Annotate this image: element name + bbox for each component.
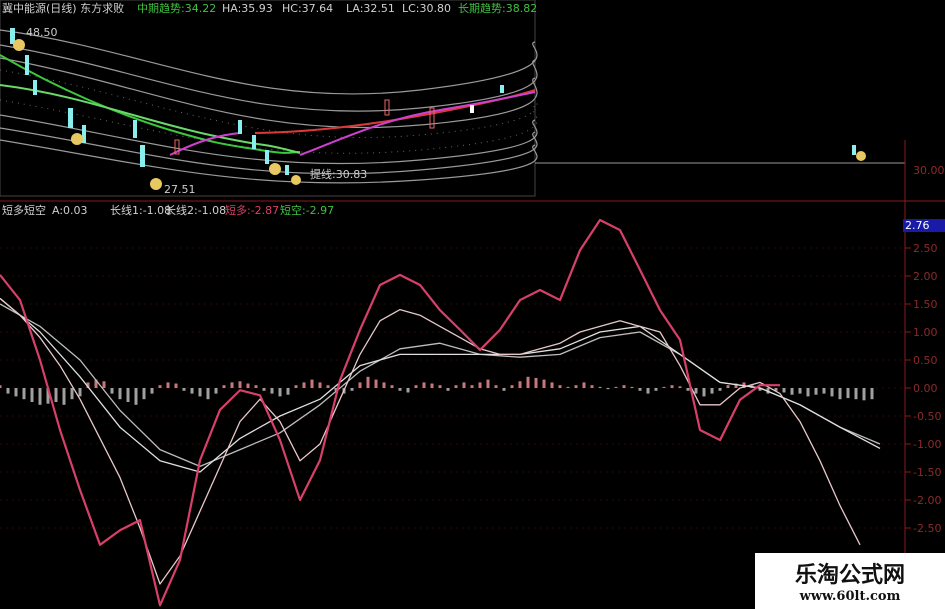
y-tick-label: -2.50 (913, 522, 941, 535)
mid-trend-line (0, 54, 301, 154)
series-line-短空 (0, 297, 861, 585)
green-trend-line (0, 84, 301, 154)
mid-trend-value: 中期趋势:34.22 (137, 2, 216, 15)
series-line-长线1 (0, 297, 881, 473)
price-bands (0, 29, 538, 184)
smiley-markers (13, 39, 866, 190)
ha-value: HA:35.93 (222, 2, 273, 15)
y-tick-label: -2.00 (913, 494, 941, 507)
candles (10, 28, 856, 175)
hc-value: HC:37.64 (282, 2, 333, 15)
y-tick-label: -1.50 (913, 466, 941, 479)
y-tick-label: 2.00 (913, 270, 938, 283)
indicator-a: A:0.03 (52, 204, 88, 217)
y-tick-label: 0.00 (913, 382, 938, 395)
indicator-long1: 长线1:-1.08 (110, 203, 171, 217)
indicator-lines (0, 218, 881, 607)
price-dotted-bands (0, 69, 538, 154)
magenta-trend-line (169, 91, 536, 156)
y-tick-label: 1.00 (913, 326, 938, 339)
price-high-label: 48.50 (26, 26, 58, 39)
la-value: LA:32.51 (346, 2, 395, 15)
y-tick-label: -1.00 (913, 438, 941, 451)
watermark-title: 乐淘公式网 (794, 562, 905, 588)
long-trend-value: 长期趋势:38.82 (458, 2, 537, 15)
lc-value: LC:30.80 (402, 2, 451, 15)
price-title: 冀中能源(日线) 东方求败 (2, 1, 124, 15)
series-line-短多 (0, 218, 780, 607)
price-axis-label: 30.00 (913, 164, 945, 177)
watermark: 乐淘公式网 www.60lt.com (755, 553, 945, 609)
current-value-box (903, 219, 945, 232)
indicator-long2: 长线2:-1.08 (165, 203, 226, 217)
watermark-url: www.60lt.com (799, 589, 901, 604)
y-tick-label: 0.50 (913, 354, 938, 367)
indicator-short-long: 短多:-2.87 (225, 203, 279, 217)
price-marker-label: 提线:30.83 (310, 167, 367, 181)
histogram (0, 376, 874, 405)
price-low-label: 27.51 (164, 183, 196, 196)
y-tick-label: -0.50 (913, 410, 941, 423)
indicator-name: 短多短空 (2, 203, 46, 217)
y-ticks: 2.50 2.00 1.50 1.00 0.50 0.00 -0.50 -1.00 -1.50 -… (0, 242, 941, 535)
indicator-short-short: 短空:-2.97 (280, 203, 334, 217)
current-value: 2.76 (905, 219, 930, 232)
y-tick-label: 2.50 (913, 242, 938, 255)
y-tick-label: 1.50 (913, 298, 938, 311)
